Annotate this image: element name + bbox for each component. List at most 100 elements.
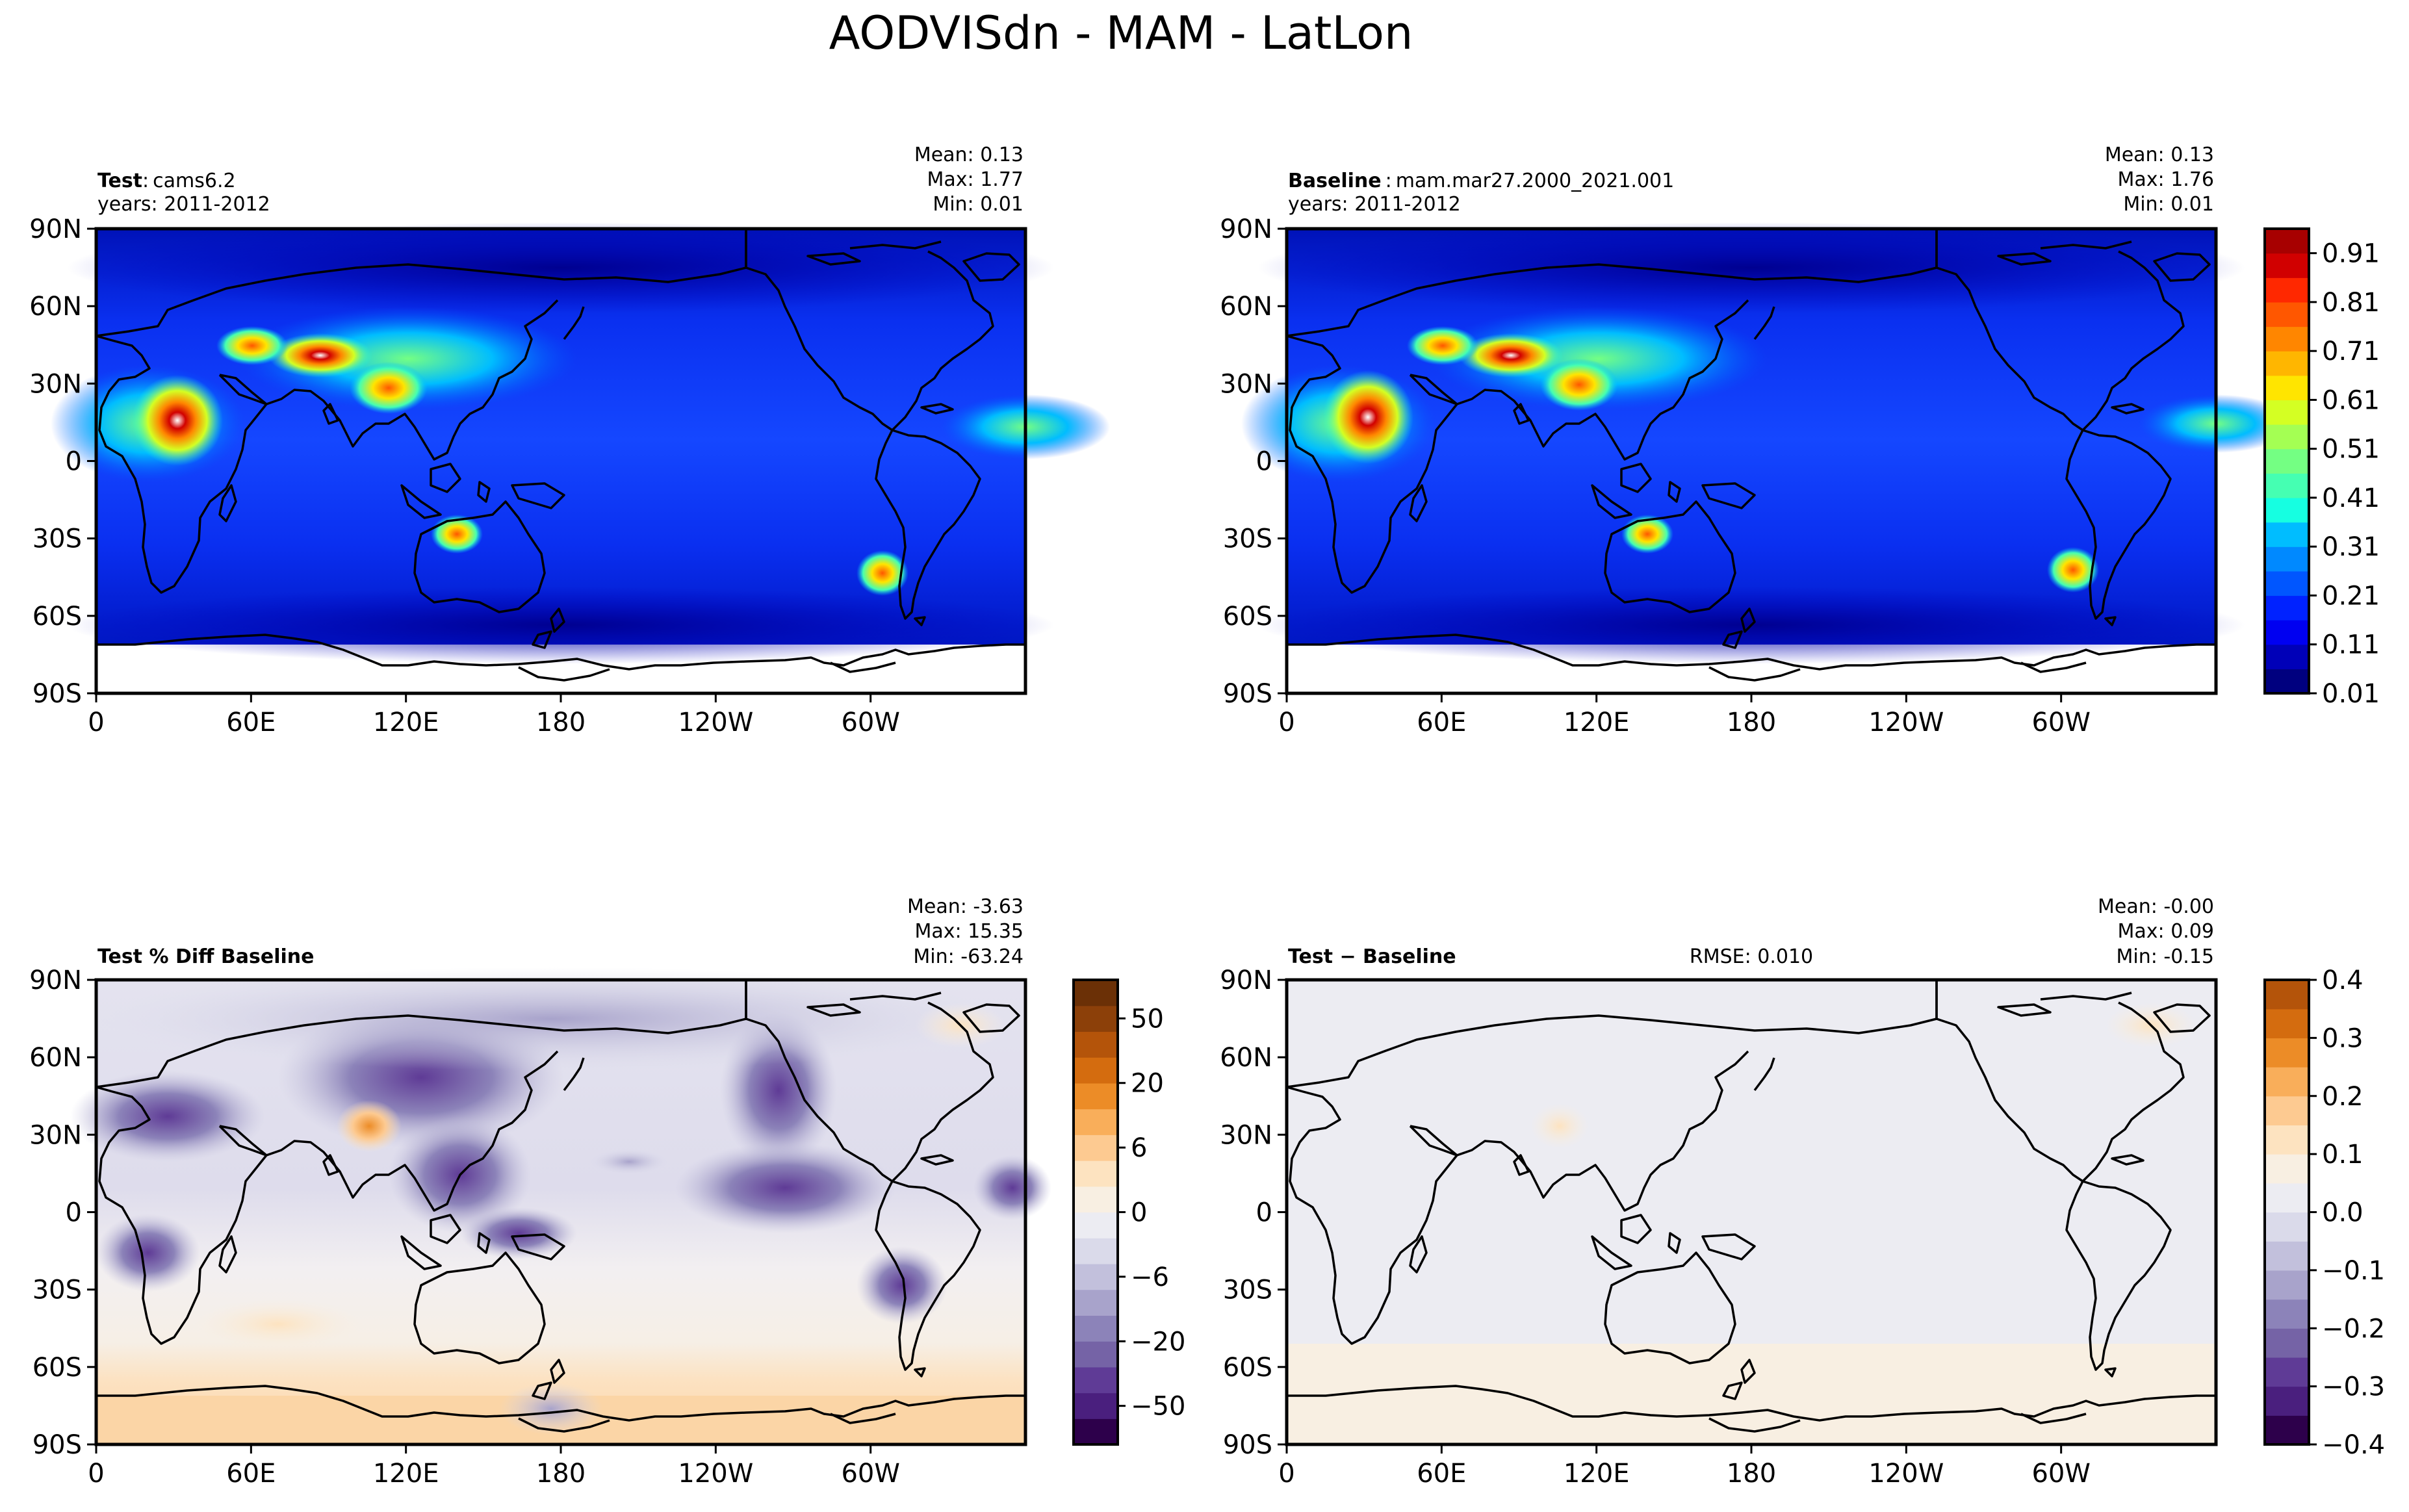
colorbar-tick-label: 0.51 [2322,435,2380,465]
colorbar-swatch [2265,497,2309,523]
figure-title: AODVISdn - MAM - LatLon [829,6,1413,60]
panel-test-label-sep: : [142,170,149,192]
colorbar-swatch [1074,1108,1118,1135]
panel-test-mean: Mean: 0.13 [914,144,1024,166]
panel-test-label: Test: cams6.2 [97,170,236,192]
panel-baseline-map [1241,222,2294,695]
colorbar-swatch [2265,229,2309,254]
panel-baseline-header: Baseline: mam.mar27.2000_2021.001 years: … [1288,144,2214,216]
colorbar-swatch [2265,1096,2309,1126]
panel-test-header: Test: cams6.2 years: 2011-2012 Mean: 0.13… [97,144,1024,216]
colorbar-swatch [1074,1160,1118,1187]
panel-pct-diff: Test % Diff Baseline Mean: -3.63 Max: 15… [29,895,1051,1489]
colorbar-swatch [2265,522,2309,547]
pct-purple-mexico [675,1142,895,1233]
panel-baseline-label-sep: : [1385,170,1392,192]
panel-test-label-text: cams6.2 [153,170,235,192]
colorbar-swatch [2265,277,2309,303]
colorbar-tick-label: −20 [1131,1327,1185,1357]
lat-tick-label: 30S [1223,524,1272,554]
colorbar-swatch [2265,1415,2309,1445]
aod-dark-nh-band [67,222,1055,313]
colorbar-swatch [1074,1083,1118,1110]
colorbar-tick-label: 0.2 [2322,1082,2364,1112]
colorbar-swatch [2265,1328,2309,1358]
panel-baseline-label: Baseline: mam.mar27.2000_2021.001 [1288,170,1674,192]
pct-lilac-pacific [590,1149,668,1175]
lat-tick-label: 30N [1220,369,1272,399]
panel-baseline-label-bold: Baseline [1288,170,1382,192]
lat-tick-label: 30S [32,1275,82,1305]
lon-tick-label: 0 [1278,708,1295,737]
lat-tick-label: 60S [32,1353,82,1383]
colorbar-diff-ticks: 0.4 0.3 0.2 0.1 0.0 −0.1 −0.2 −0.3 −0.4 [2309,966,2385,1460]
lon-tick-label: 120E [1564,708,1630,737]
aod-cyan-asia [239,307,577,411]
lon-tick-label: 120W [1868,1459,1944,1489]
colorbar-swatch [2265,400,2309,425]
panel-pct-diff-label: Test % Diff Baseline [97,945,315,968]
lon-tick-label: 120W [678,1459,753,1489]
panel-pct-diff-max: Max: 15.35 [914,920,1024,943]
colorbar-diff: 0.4 0.3 0.2 0.1 0.0 −0.1 −0.2 −0.3 −0.4 [2263,966,2385,1460]
lat-tick-label: 60S [32,602,82,632]
lon-tick-label: 60E [1417,708,1466,737]
colorbar-swatch [2265,326,2309,352]
colorbar-swatch [2265,595,2309,621]
lat-tick-label: 30S [32,524,82,554]
colorbar-tick-label: −0.3 [2322,1372,2385,1402]
lat-tick-label: 30N [1220,1120,1272,1150]
colorbar-swatch [2265,375,2309,401]
colorbar-swatch [2265,351,2309,376]
colorbar-tick-label: −0.2 [2322,1314,2385,1344]
lon-tick-label: 60W [841,1459,899,1489]
pct-purple-atlantic [973,1155,1051,1220]
lon-tick-label: 0 [88,1459,104,1489]
lat-tick-label: 30N [29,369,82,399]
colorbar-swatch [2265,669,2309,694]
aod-warm-china [350,362,428,414]
panel-abs-diff-rmse: RMSE: 0.010 [1690,945,1813,968]
panel-baseline-label-text: mam.mar27.2000_2021.001 [1396,170,1675,192]
aod-warm-arabia [216,326,288,365]
panel-test-years: years: 2011-2012 [97,193,270,216]
panel-test-lon-ticks: 0 60E 120E 180 120W 60W [88,693,900,737]
colorbar-tick-label: 6 [1131,1133,1147,1163]
lat-tick-label: 90N [1220,966,1272,995]
pct-peach-indian-ocean [194,1298,363,1350]
panel-test: Test: cams6.2 years: 2011-2012 Mean: 0.13… [29,144,1110,737]
colorbar-swatch [2265,1299,2309,1329]
lon-tick-label: 120W [1868,708,1944,737]
colorbar-swatch [1074,1031,1118,1058]
panel-test-lat-ticks: 90N 60N 30N 0 30S 60S 90S [29,214,96,709]
colorbar-swatch [1074,1418,1118,1445]
panel-baseline-years: years: 2011-2012 [1288,193,1461,216]
lat-tick-label: 90S [1223,679,1272,709]
lat-tick-label: 60S [1223,1353,1272,1383]
lon-tick-label: 120W [678,708,753,737]
lon-tick-label: 60E [226,1459,276,1489]
panel-pct-diff-map [70,967,1051,1446]
colorbar-swatch [2265,644,2309,669]
colorbar-swatch [2265,1038,2309,1068]
colorbar-tick-label: 0.41 [2322,483,2380,513]
lat-tick-label: 60N [29,1043,82,1073]
aod-warm-china [1540,359,1618,411]
lon-tick-label: 60W [841,708,899,737]
panel-test-map [51,222,1110,695]
panel-test-max: Max: 1.77 [927,168,1024,191]
colorbar-tick-label: 0.21 [2322,581,2380,611]
aod-hot-sahara [1322,370,1413,464]
colorbar-tick-label: 0 [1131,1198,1147,1228]
colorbar-tick-label: 0.91 [2322,239,2380,269]
lat-tick-label: 30N [29,1120,82,1150]
colorbar-swatch [2265,1183,2309,1213]
pct-orange-china [337,1100,402,1152]
pct-purple-amazon [857,1246,947,1324]
lat-tick-label: 90N [1220,214,1272,244]
lon-tick-label: 60E [1417,1459,1466,1489]
panel-baseline-max: Max: 1.76 [2118,168,2214,191]
lon-tick-label: 120E [373,1459,439,1489]
lat-tick-label: 0 [66,447,82,477]
